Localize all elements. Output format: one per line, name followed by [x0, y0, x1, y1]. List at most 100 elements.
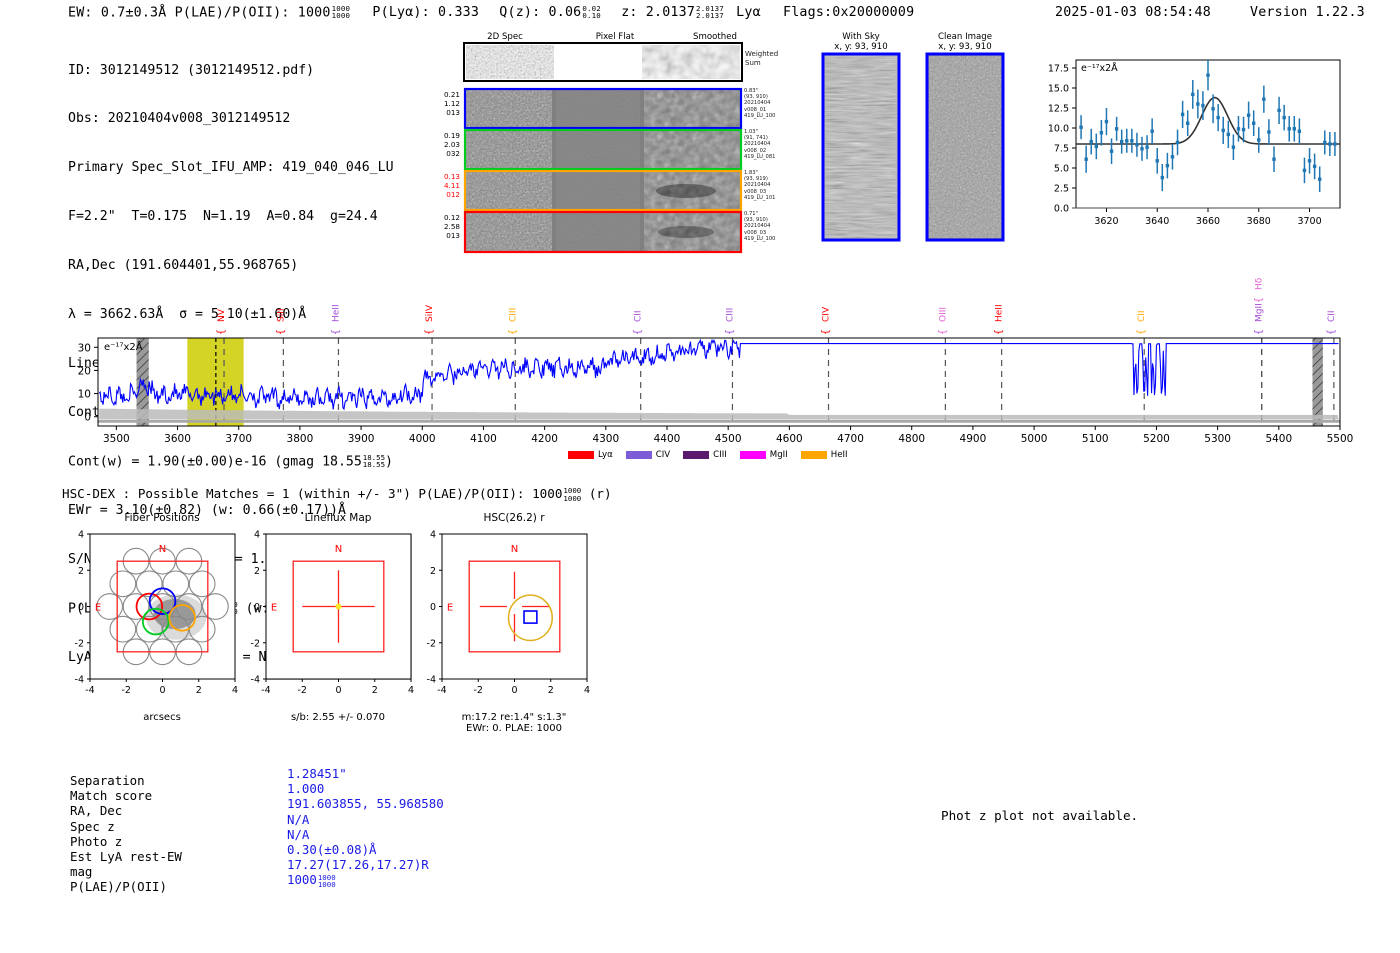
header-flags: Flags:0x20000009	[783, 5, 915, 21]
match-row-label: RA, Dec	[70, 803, 123, 819]
info-line-params: F=2.2" T=0.175 N=1.19 A=0.84 g=24.4	[68, 209, 378, 225]
svg-text:{: {	[1254, 297, 1265, 303]
svg-text:4800: 4800	[898, 433, 925, 445]
header-qz: Q(z): 0.06	[499, 5, 582, 21]
svg-text:0: 0	[335, 685, 341, 696]
svg-text:3620: 3620	[1094, 216, 1118, 227]
svg-text:N: N	[511, 544, 518, 555]
match-table-values: 1.28451" 1.000 191.603855, 55.968580 N/A…	[287, 766, 444, 888]
legend-swatch-mgii	[739, 451, 766, 459]
svg-text:-2: -2	[474, 685, 483, 696]
spec2d-row-left-labels-2: 0.13 4.11 012	[443, 172, 460, 200]
svg-text:{: {	[1326, 329, 1337, 335]
info-line-radec: RA,Dec (191.604401,55.968765)	[68, 258, 299, 274]
svg-text:{: {	[275, 329, 286, 335]
svg-text:SiII: SiII	[276, 308, 286, 322]
spec2d-col-title-smoothed: Smoothed	[693, 32, 737, 42]
svg-text:-4: -4	[75, 675, 84, 686]
svg-text:5500: 5500	[1327, 433, 1354, 445]
svg-text:2: 2	[372, 685, 378, 696]
svg-text:{: {	[1254, 329, 1265, 335]
svg-text:E: E	[271, 603, 277, 614]
svg-text:0: 0	[159, 685, 165, 696]
svg-text:{: {	[507, 329, 518, 335]
svg-text:{: {	[724, 329, 735, 335]
header-z-fraction: 2.0137 2.0137	[696, 4, 724, 21]
svg-text:10: 10	[78, 389, 91, 401]
svg-text:7.5: 7.5	[1054, 144, 1069, 155]
match-row-value: 17.27(17.26,17.27)R	[287, 857, 429, 873]
svg-text:3680: 3680	[1247, 216, 1271, 227]
legend-item-ciii: CIII	[683, 450, 727, 460]
svg-text:10.0: 10.0	[1048, 124, 1069, 135]
svg-text:4400: 4400	[654, 433, 681, 445]
legend-item-mgii: MgII	[739, 450, 788, 460]
legend-swatch-lya	[568, 451, 594, 459]
spec2d-weighted-sum-label: Weighted Sum	[745, 50, 779, 67]
cutout-image-with-sky	[821, 52, 901, 242]
spec2d-row-right-labels-2: 1.83" (93, 919) 20210404 v008_03 419_LU_10…	[744, 170, 776, 201]
svg-text:MgII: MgII	[1255, 303, 1265, 322]
match-row-value: N/A	[287, 826, 310, 842]
info-line-contw: Cont(w) = 1.90(±0.00)e-16 (gmag 18.55 18.…	[68, 452, 393, 470]
svg-text:4700: 4700	[837, 433, 864, 445]
svg-text:{: {	[633, 329, 644, 335]
match-plae-fraction: 1000 1000	[317, 872, 336, 889]
match-table-labels: Separation Match score RA, Dec Spec z Ph…	[70, 773, 182, 895]
svg-text:2: 2	[254, 566, 260, 577]
svg-text:e⁻¹⁷x2Å: e⁻¹⁷x2Å	[1081, 62, 1118, 74]
svg-text:-4: -4	[437, 685, 446, 696]
legend-item-lya: Lyα	[568, 450, 613, 460]
spec2d-col-title-2dspec: 2D Spec	[487, 32, 523, 42]
svg-text:5300: 5300	[1204, 433, 1231, 445]
svg-text:5400: 5400	[1265, 433, 1292, 445]
full-spectrum-chart: 0 10 20 30 3500 3600 3700 3800 3900 4000 4100 4200 4…	[78, 277, 1354, 445]
svg-text:HeII: HeII	[331, 304, 341, 322]
svg-text:-4: -4	[427, 675, 436, 686]
svg-text:5100: 5100	[1082, 433, 1109, 445]
cutout-image-clean	[925, 52, 1005, 242]
match-row-value: N/A	[287, 811, 310, 827]
svg-text:0: 0	[84, 412, 91, 424]
svg-text:{: {	[216, 329, 227, 335]
spec2d-row-right-labels-3: 0.71" (93, 910) 20210404 v008_03 419_LU_10…	[744, 211, 776, 242]
svg-text:0: 0	[511, 685, 517, 696]
svg-text:4600: 4600	[776, 433, 803, 445]
svg-text:4900: 4900	[960, 433, 987, 445]
match-row-value-plae: 1000 1000 1000	[287, 872, 336, 889]
svg-text:-2: -2	[75, 638, 84, 649]
lineflux-map-xlabel: s/b: 2.55 +/- 0.070	[290, 712, 386, 723]
info-line-ewr: EWr = 3.10(±0.82) (w: 0.66(±0.17))Å	[68, 503, 346, 519]
fiber-positions-xlabel: arcsecs	[143, 712, 181, 723]
svg-text:CII: CII	[1327, 310, 1337, 322]
svg-text:OIII: OIII	[938, 307, 948, 322]
line-profile-chart: 0.0 2.5 5.0 7.5 10.0 12.5 15.0 17.5 3620 3640 3660…	[1048, 59, 1341, 227]
svg-text:-2: -2	[427, 638, 436, 649]
spec2d-panel-group: 2D Spec Pixel Flat Smoothed Weighted Sum	[420, 32, 780, 254]
fiber-positions-panel: Fiber Positions -4 -4 -2 -2 0 0 2 2 4 4 N E arcsecs	[62, 512, 262, 723]
svg-text:-2: -2	[251, 638, 260, 649]
svg-text:17.5: 17.5	[1048, 64, 1069, 75]
photz-note: Phot z plot not available.	[941, 808, 1139, 823]
svg-text:N: N	[159, 544, 166, 555]
svg-text:4: 4	[584, 685, 590, 696]
lineflux-map-title: Lineflux Map	[304, 512, 372, 524]
svg-text:-2: -2	[122, 685, 131, 696]
match-row-label: mag	[70, 864, 93, 880]
svg-text:4200: 4200	[531, 433, 558, 445]
spec2d-row-left-labels-0: 0.21 1.12 013	[443, 90, 460, 118]
spec2d-weighted-sum-strip	[463, 42, 743, 82]
hsc-image-caption: EWr: 0. PLAE: 1000	[466, 723, 562, 734]
svg-text:SiIV: SiIV	[425, 304, 435, 322]
svg-text:NV: NV	[217, 308, 227, 322]
svg-text:0: 0	[254, 602, 260, 613]
legend-item-civ: CIV	[625, 450, 670, 460]
svg-text:-4: -4	[85, 685, 94, 696]
cutout-coords-with-sky: x, y: 93, 910	[834, 42, 888, 52]
info-line-specslot: Primary Spec_Slot_IFU_AMP: 419_040_046_L…	[68, 160, 394, 176]
match-row-value: 0.30(±0.08)Å	[287, 842, 377, 858]
svg-text:3700: 3700	[1297, 216, 1321, 227]
header-plae-fraction: 1000 1000	[331, 4, 351, 21]
svg-text:3600: 3600	[164, 433, 191, 445]
info-line-obs: Obs: 20210404v008_3012149512	[68, 111, 291, 127]
